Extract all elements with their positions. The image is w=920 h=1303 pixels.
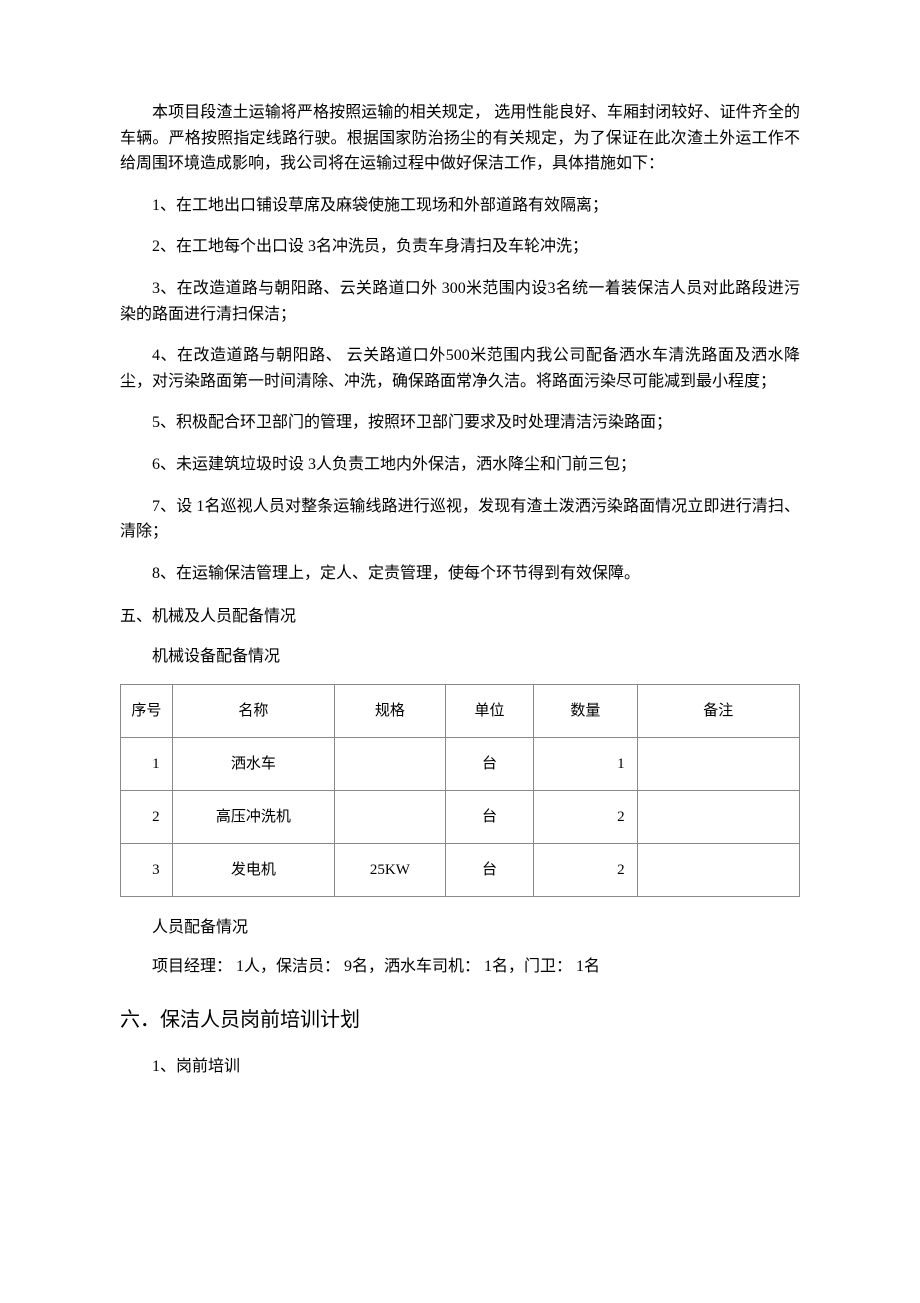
cell-name: 发电机 xyxy=(172,843,334,896)
cell-seq: 3 xyxy=(121,843,173,896)
staffing-detail: 项目经理： 1人，保洁员： 9名，洒水车司机： 1名，门卫： 1名 xyxy=(120,954,800,980)
measure-item-5: 5、积极配合环卫部门的管理，按照环卫部门要求及时处理清洁污染路面； xyxy=(120,410,800,436)
cell-unit: 台 xyxy=(445,790,534,843)
table-header-row: 序号 名称 规格 单位 数量 备注 xyxy=(121,684,800,737)
cell-name: 洒水车 xyxy=(172,737,334,790)
cell-note xyxy=(637,790,799,843)
measure-item-2: 2、在工地每个出口设 3名冲洗员，负责车身清扫及车轮冲洗； xyxy=(120,234,800,260)
cell-name: 高压冲洗机 xyxy=(172,790,334,843)
equipment-table: 序号 名称 规格 单位 数量 备注 1 洒水车 台 1 2 高压冲洗机 台 2 … xyxy=(120,684,800,897)
th-spec: 规格 xyxy=(335,684,446,737)
th-note: 备注 xyxy=(637,684,799,737)
section-5-title: 五、机械及人员配备情况 xyxy=(120,604,800,630)
cell-seq: 1 xyxy=(121,737,173,790)
measure-item-6: 6、未运建筑垃圾时设 3人负责工地内外保洁，洒水降尘和门前三包； xyxy=(120,452,800,478)
cell-unit: 台 xyxy=(445,737,534,790)
equipment-subtitle: 机械设备配备情况 xyxy=(120,644,800,670)
table-row: 3 发电机 25KW 台 2 xyxy=(121,843,800,896)
measure-item-1: 1、在工地出口铺设草席及麻袋使施工现场和外部道路有效隔离； xyxy=(120,193,800,219)
measure-item-7: 7、设 1名巡视人员对整条运输线路进行巡视，发现有渣土泼洒污染路面情况立即进行清… xyxy=(120,494,800,545)
table-row: 2 高压冲洗机 台 2 xyxy=(121,790,800,843)
th-qty: 数量 xyxy=(534,684,637,737)
cell-seq: 2 xyxy=(121,790,173,843)
cell-spec xyxy=(335,790,446,843)
measure-item-8: 8、在运输保洁管理上，定人、定责管理，使每个环节得到有效保障。 xyxy=(120,561,800,587)
th-name: 名称 xyxy=(172,684,334,737)
section-6-title: 六．保洁人员岗前培训计划 xyxy=(120,1004,800,1036)
cell-qty: 1 xyxy=(534,737,637,790)
measure-item-7-text: 7、设 1名巡视人员对整条运输线路进行巡视，发现有渣土泼洒污染路面情况立即进行清… xyxy=(120,498,800,541)
cell-note xyxy=(637,737,799,790)
section-6-item-1: 1、岗前培训 xyxy=(120,1054,800,1080)
cell-qty: 2 xyxy=(534,790,637,843)
table-row: 1 洒水车 台 1 xyxy=(121,737,800,790)
cell-qty: 2 xyxy=(534,843,637,896)
cell-spec xyxy=(335,737,446,790)
intro-paragraph: 本项目段渣土运输将严格按照运输的相关规定， 选用性能良好、车厢封闭较好、证件齐全… xyxy=(120,100,800,177)
cell-note xyxy=(637,843,799,896)
th-unit: 单位 xyxy=(445,684,534,737)
measure-item-3-text: 3、在改造道路与朝阳路、云关路道口外 300米范围内设3名统一着装保洁人员对此路… xyxy=(120,280,800,323)
cell-unit: 台 xyxy=(445,843,534,896)
measure-item-4-text: 4、在改造道路与朝阳路、 云关路道口外500米范围内我公司配备洒水车清洗路面及洒… xyxy=(120,347,800,390)
measure-item-4: 4、在改造道路与朝阳路、 云关路道口外500米范围内我公司配备洒水车清洗路面及洒… xyxy=(120,343,800,394)
th-seq: 序号 xyxy=(121,684,173,737)
staffing-subtitle: 人员配备情况 xyxy=(120,915,800,941)
cell-spec: 25KW xyxy=(335,843,446,896)
measure-item-3: 3、在改造道路与朝阳路、云关路道口外 300米范围内设3名统一着装保洁人员对此路… xyxy=(120,276,800,327)
